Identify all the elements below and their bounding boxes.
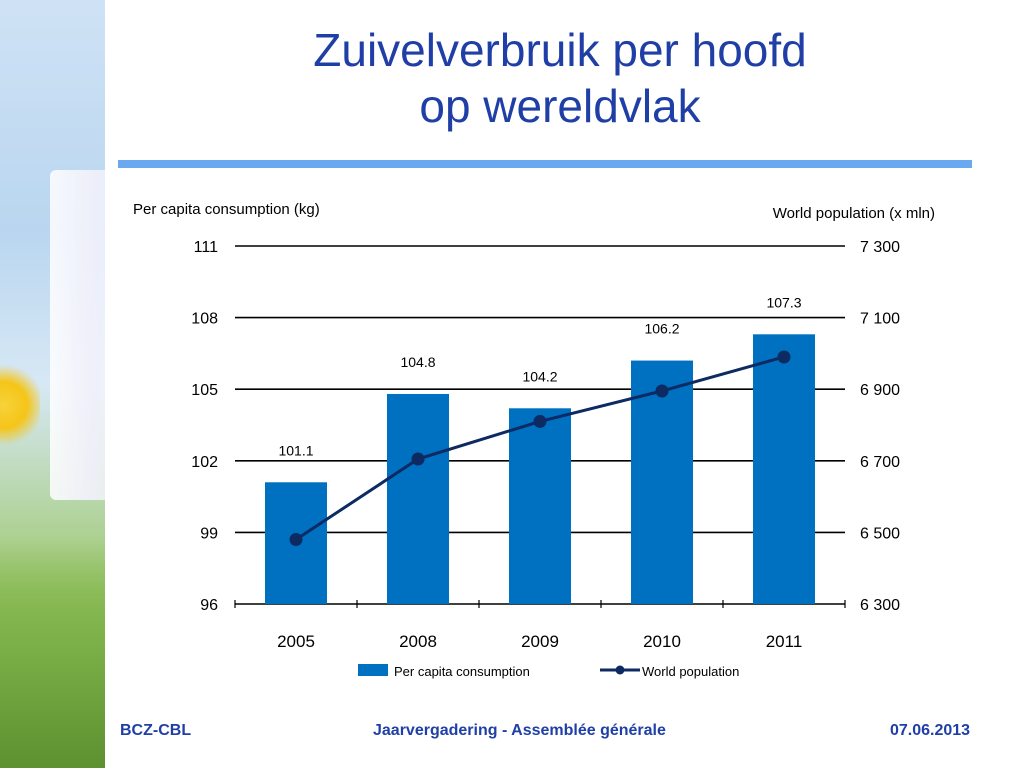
consumption-population-chart: Per capita consumption (kg) World populat… — [133, 201, 935, 679]
legend-marker-population — [615, 665, 625, 675]
y-tick-label-right: 6 900 — [860, 382, 900, 399]
y-tick-label-left: 102 — [191, 454, 218, 471]
y-tick-label-left: 99 — [200, 525, 218, 542]
title-divider — [118, 160, 972, 168]
y-axis-right-title: World population (x mln) — [773, 205, 935, 222]
milk-glass-graphic — [50, 170, 105, 500]
footer-date: 07.06.2013 — [890, 722, 971, 739]
y-tick-label-right: 7 100 — [860, 311, 900, 328]
x-tick-label: 2008 — [399, 632, 437, 651]
x-tick-label: 2011 — [766, 632, 803, 651]
y-tick-label-right: 6 700 — [860, 454, 900, 471]
point-world-population — [289, 533, 303, 547]
y-axis-left-title: Per capita consumption (kg) — [133, 201, 320, 218]
legend-swatch-consumption — [358, 664, 388, 676]
y-tick-label-left: 105 — [191, 382, 218, 399]
footer-event: Jaarvergadering - Assemblée générale — [373, 722, 666, 739]
bar-data-label: 104.2 — [522, 368, 557, 384]
point-world-population — [411, 452, 425, 466]
point-world-population — [533, 414, 547, 428]
bar-data-label: 106.2 — [644, 321, 679, 337]
flower-graphic — [0, 360, 40, 450]
y-tick-label-left: 96 — [200, 597, 218, 614]
y-tick-label-left: 111 — [194, 239, 218, 256]
slide-title-line-2: op wereldvlak — [419, 80, 701, 132]
bar-per-capita-consumption — [753, 334, 815, 604]
point-world-population — [655, 384, 669, 398]
grass-graphic — [0, 538, 105, 768]
bar-per-capita-consumption — [387, 393, 449, 604]
bar-data-label: 101.1 — [278, 442, 313, 458]
y-tick-label-right: 6 300 — [860, 597, 900, 614]
y-tick-label-right: 7 300 — [860, 239, 900, 256]
y-tick-label-right: 6 500 — [860, 525, 900, 542]
bar-per-capita-consumption — [509, 408, 571, 604]
legend-label-consumption: Per capita consumption — [394, 664, 530, 679]
legend-label-population: World population — [642, 664, 739, 679]
decorative-milk-flower-image — [0, 0, 105, 768]
x-tick-label: 2009 — [521, 632, 559, 651]
bar-per-capita-consumption — [631, 360, 693, 604]
bar-data-label: 104.8 — [400, 354, 435, 370]
x-tick-label: 2010 — [643, 632, 681, 651]
footer-organization: BCZ-CBL — [120, 722, 192, 739]
bar-data-label: 107.3 — [766, 294, 801, 310]
slide-title-line-1: Zuivelverbruik per hoofd — [313, 24, 807, 76]
point-world-population — [777, 350, 791, 364]
y-tick-label-left: 108 — [191, 311, 218, 328]
slide-title: Zuivelverbruik per hoofd op wereldvlak — [130, 22, 990, 134]
x-tick-label: 2005 — [277, 632, 315, 651]
